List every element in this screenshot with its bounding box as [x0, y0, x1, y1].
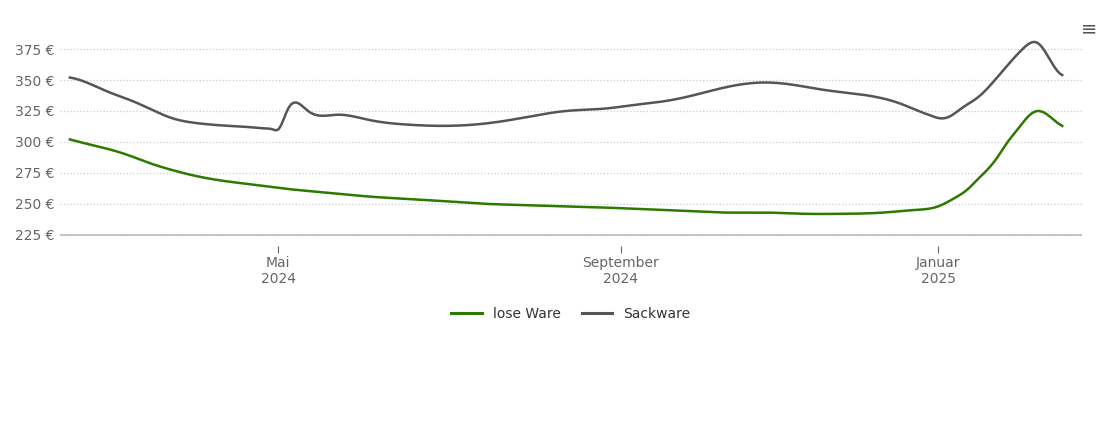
Text: ≡: ≡	[1081, 19, 1098, 38]
Legend: lose Ware, Sackware: lose Ware, Sackware	[446, 301, 696, 326]
